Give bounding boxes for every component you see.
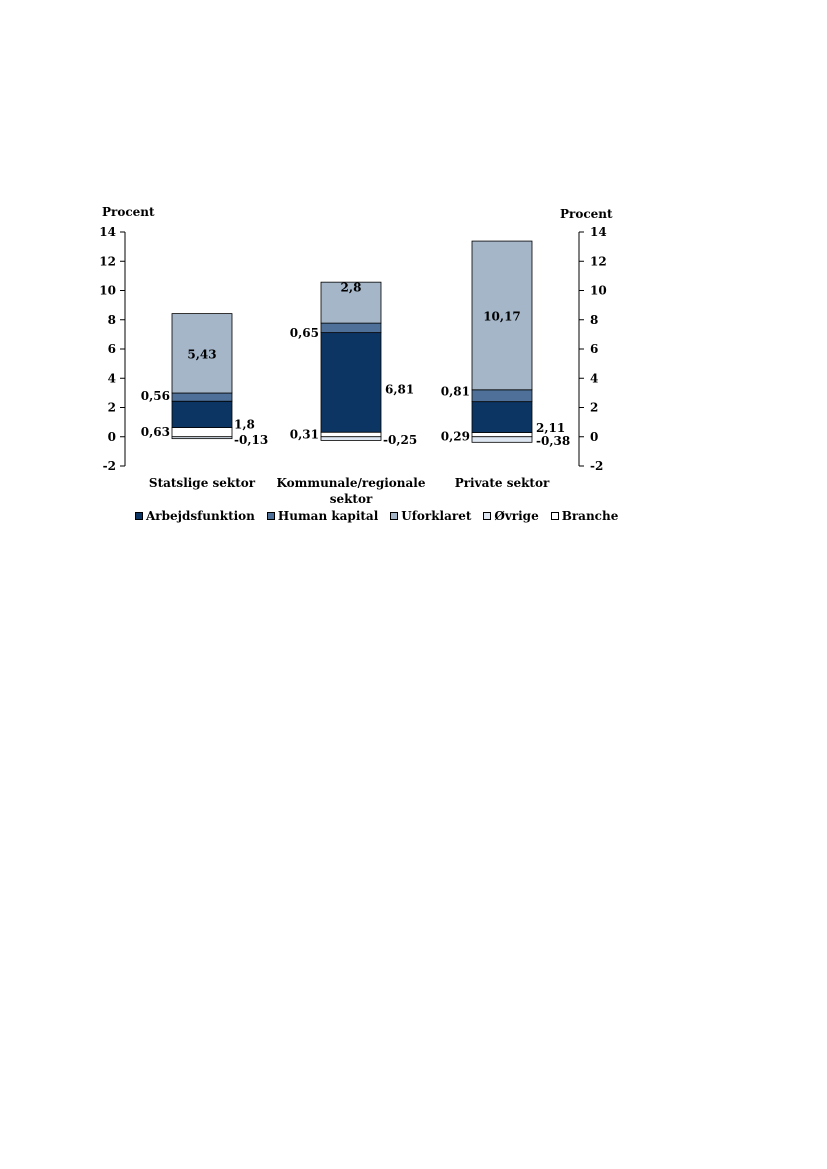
bar-segment-uforklaret (320, 281, 382, 324)
legend-label: Uforklaret (401, 509, 472, 523)
y-tick-label-left: 8 (108, 313, 116, 327)
data-label: 0,29 (441, 430, 470, 444)
legend-swatch (390, 512, 399, 520)
data-label: -0,25 (383, 433, 417, 447)
chart-legend: Arbejdsfunktion Human kapital Uforklaret Øv… (135, 509, 618, 523)
legend-swatch (135, 512, 143, 520)
bar-segment-ovrige (320, 436, 382, 441)
legend-swatch (550, 512, 559, 520)
data-label: 2,11 (536, 421, 565, 435)
legend-item: Øvrige (483, 509, 539, 523)
bar-segment-ovrige (471, 436, 533, 443)
bars-group (171, 240, 533, 443)
data-label: -0,38 (536, 434, 570, 448)
legend-item: Human kapital (266, 509, 379, 523)
legend-label: Branche (561, 509, 619, 523)
data-label: 5,43 (187, 347, 216, 361)
data-label: 6,81 (385, 382, 414, 396)
category-label: Statslige sektor (149, 476, 256, 490)
bar-segment-human-kapital (171, 392, 233, 402)
data-label: 10,17 (483, 309, 521, 323)
y-tick-label-left: -2 (103, 459, 116, 473)
y-unit-right: Procent (560, 207, 613, 221)
stacked-bar-chart: 14 14 12 12 10 10 8 8 6 6 4 4 2 2 0 0 -2 -2 Procent Procent… (99, 205, 613, 506)
legend-item: Arbejdsfunktion (135, 509, 255, 523)
labels-group: 0,63 1,8 0,56 5,43 -0,13 0,31 6,81 0,65 2,8 -0,25… (141, 281, 570, 506)
bar-segment-branche (320, 431, 382, 438)
legend-item: Uforklaret (390, 509, 471, 523)
data-label: 2,8 (341, 281, 362, 295)
data-label: 0,65 (290, 326, 319, 340)
bar-segment-arbejdsfunktion (320, 332, 382, 433)
bar-segment-branche (471, 432, 533, 438)
y-tick-label-left: 2 (108, 401, 116, 415)
y-tick-label-right: 10 (590, 284, 607, 298)
data-label: -0,13 (234, 433, 268, 447)
legend-label: Øvrige (494, 509, 539, 523)
legend-item: Branche (550, 509, 619, 523)
y-tick-label-right: -2 (590, 459, 603, 473)
category-label: Kommunale/regionale (277, 476, 426, 490)
legend-label: Human kapital (277, 509, 379, 523)
y-tick-label-right: 12 (590, 254, 607, 268)
data-label: 0,31 (290, 427, 319, 441)
bar-segment-human-kapital (320, 322, 382, 334)
y-unit-left: Procent (102, 205, 155, 219)
legend-swatch (483, 512, 492, 520)
y-tick-label-right: 6 (590, 342, 598, 356)
y-tick-label-left: 0 (108, 430, 116, 444)
y-tick-label-left: 4 (108, 371, 116, 385)
y-tick-label-left: 10 (99, 284, 116, 298)
category-label: sektor (330, 492, 373, 506)
y-tick-label-left: 12 (99, 254, 116, 268)
y-tick-label-right: 4 (590, 371, 598, 385)
y-tick-label-right: 0 (590, 430, 598, 444)
data-label: 0,81 (441, 385, 470, 399)
bar-segment-uforklaret (471, 240, 533, 391)
bar-segment-arbejdsfunktion (471, 401, 533, 433)
legend-label: Arbejdsfunktion (146, 509, 255, 523)
bar-segment-human-kapital (471, 389, 533, 403)
bar-segment-ovrige (171, 436, 233, 440)
y-tick-label-right: 2 (590, 401, 598, 415)
bar-segment-branche (171, 427, 233, 438)
category-label: Private sektor (455, 476, 550, 490)
y-tick-label-left: 6 (108, 342, 116, 356)
data-label: 0,63 (141, 425, 170, 439)
axes-group: 14 14 12 12 10 10 8 8 6 6 4 4 2 2 0 0 -2 -2 Procent Procent (99, 205, 613, 473)
data-label: 0,56 (141, 389, 170, 403)
data-label: 1,8 (234, 417, 255, 431)
bar-segment-uforklaret (171, 313, 233, 394)
legend-swatch (266, 512, 275, 520)
y-tick-label-right: 8 (590, 313, 598, 327)
y-tick-label-right: 14 (590, 225, 607, 239)
bar-segment-arbejdsfunktion (171, 400, 233, 428)
y-tick-label-left: 14 (99, 225, 116, 239)
